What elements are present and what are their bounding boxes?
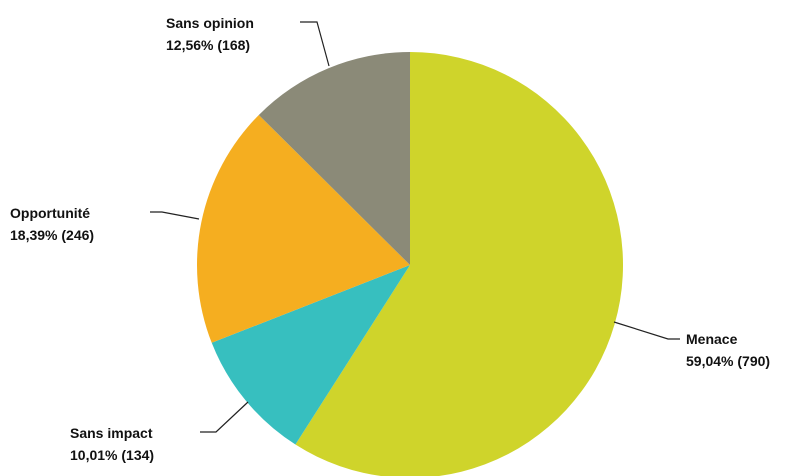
pie-slice-sans-impact xyxy=(211,265,410,445)
label-sans-opinion-name: Sans opinion xyxy=(166,15,254,31)
label-menace-value: 59,04% (790) xyxy=(686,353,770,369)
slice-labels: Menace 59,04% (790) Sans impact 10,01% (… xyxy=(10,15,770,463)
leader-line-opportunite xyxy=(150,211,200,220)
leader-line-sans-opinion xyxy=(300,21,330,67)
label-opportunite-name: Opportunité xyxy=(10,205,90,221)
leader-lines xyxy=(150,21,680,433)
pie-slice-sans-opinion xyxy=(258,52,410,265)
label-sans-impact-name: Sans impact xyxy=(70,425,153,441)
label-menace-name: Menace xyxy=(686,331,738,347)
label-opportunite-value: 18,39% (246) xyxy=(10,227,94,243)
leader-line-menace xyxy=(613,321,680,340)
label-sans-impact-value: 10,01% (134) xyxy=(70,447,154,463)
label-sans-opinion-value: 12,56% (168) xyxy=(166,37,250,53)
leader-line-sans-impact xyxy=(200,401,249,433)
pie-slice-menace xyxy=(295,52,623,476)
pie-slice-opportunite xyxy=(196,114,410,343)
pie-slices xyxy=(196,52,623,476)
